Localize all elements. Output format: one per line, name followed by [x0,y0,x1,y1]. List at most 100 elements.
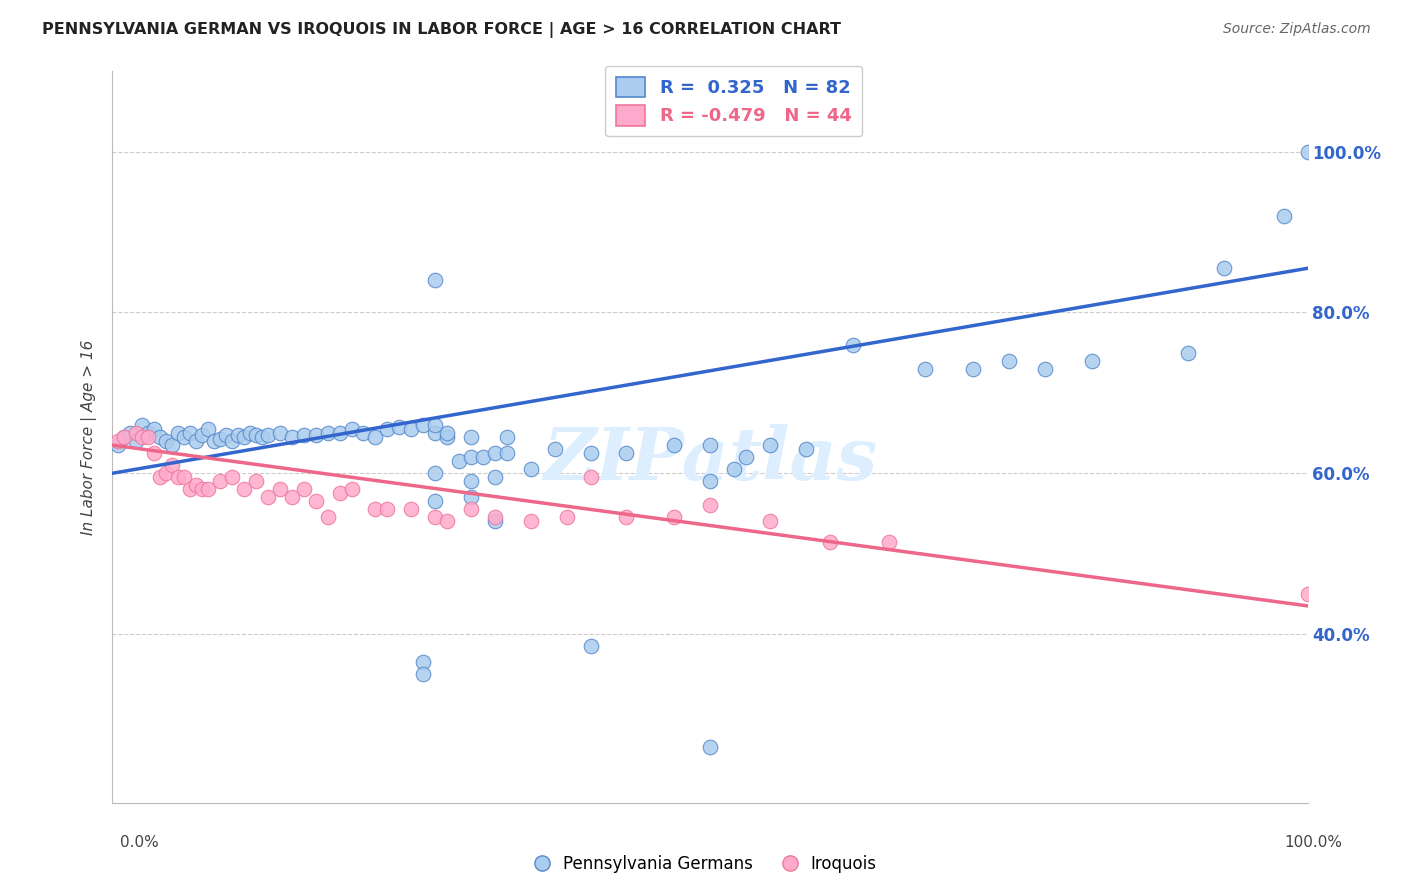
Point [186,434,208,449]
Point [579,446,602,460]
Point [460,502,482,516]
Point [305,494,328,508]
Point [186,478,208,492]
Point [794,442,817,457]
Point [425,273,447,287]
Point [239,425,262,440]
Point [179,483,201,497]
Point [388,419,411,434]
Point [202,434,225,449]
Point [699,499,721,513]
Point [226,427,249,442]
Point [818,534,841,549]
Point [149,430,172,444]
Point [257,491,280,505]
Point [1296,145,1319,159]
Point [460,430,482,444]
Point [131,430,153,444]
Point [340,483,363,497]
Point [191,427,214,442]
Text: Source: ZipAtlas.com: Source: ZipAtlas.com [1223,22,1371,37]
Point [879,534,901,549]
Point [221,434,243,449]
Point [412,417,434,432]
Point [125,434,148,449]
Point [329,486,352,500]
Point [616,510,638,524]
Point [436,430,458,444]
Point [436,425,458,440]
Point [167,470,190,484]
Legend: Pennsylvania Germans, Iroquois: Pennsylvania Germans, Iroquois [523,848,883,880]
Point [1033,361,1056,376]
Point [842,337,865,351]
Point [173,470,195,484]
Point [484,510,506,524]
Text: ZIPatlas: ZIPatlas [543,424,877,494]
Point [107,434,129,449]
Point [179,425,201,440]
Point [364,502,387,516]
Point [425,425,447,440]
Point [484,470,506,484]
Point [555,510,578,524]
Point [269,483,291,497]
Point [401,502,423,516]
Point [377,422,399,436]
Point [340,422,363,436]
Point [759,515,782,529]
Point [114,430,135,444]
Point [543,442,565,457]
Point [425,467,447,481]
Point [998,353,1021,368]
Point [269,425,291,440]
Point [412,655,434,669]
Point [114,430,135,444]
Point [155,434,177,449]
Point [107,438,129,452]
Point [520,515,543,529]
Point [329,425,352,440]
Point [221,470,243,484]
Point [664,438,686,452]
Point [699,475,721,489]
Point [316,425,339,440]
Point [292,427,315,442]
Point [460,475,482,489]
Point [425,417,447,432]
Point [664,510,686,524]
Point [292,483,315,497]
Point [759,438,782,452]
Point [149,470,172,484]
Point [425,494,447,508]
Point [472,450,495,465]
Point [699,739,721,754]
Point [257,427,280,442]
Point [377,502,399,516]
Point [233,483,256,497]
Point [962,361,984,376]
Point [412,667,434,681]
Point [162,438,183,452]
Point [1177,345,1199,359]
Point [364,430,387,444]
Point [281,491,304,505]
Point [616,446,638,460]
Point [520,462,543,476]
Point [447,454,470,468]
Point [425,510,447,524]
Point [914,361,936,376]
Point [125,425,148,440]
Point [167,425,190,440]
Point [305,427,328,442]
Point [352,425,374,440]
Point [138,430,160,444]
Point [197,483,219,497]
Y-axis label: In Labor Force | Age > 16: In Labor Force | Age > 16 [80,339,97,535]
Point [155,467,177,481]
Point [699,438,721,452]
Point [250,430,273,444]
Point [120,425,142,440]
Point [245,475,267,489]
Text: PENNSYLVANIA GERMAN VS IROQUOIS IN LABOR FORCE | AGE > 16 CORRELATION CHART: PENNSYLVANIA GERMAN VS IROQUOIS IN LABOR… [42,22,841,38]
